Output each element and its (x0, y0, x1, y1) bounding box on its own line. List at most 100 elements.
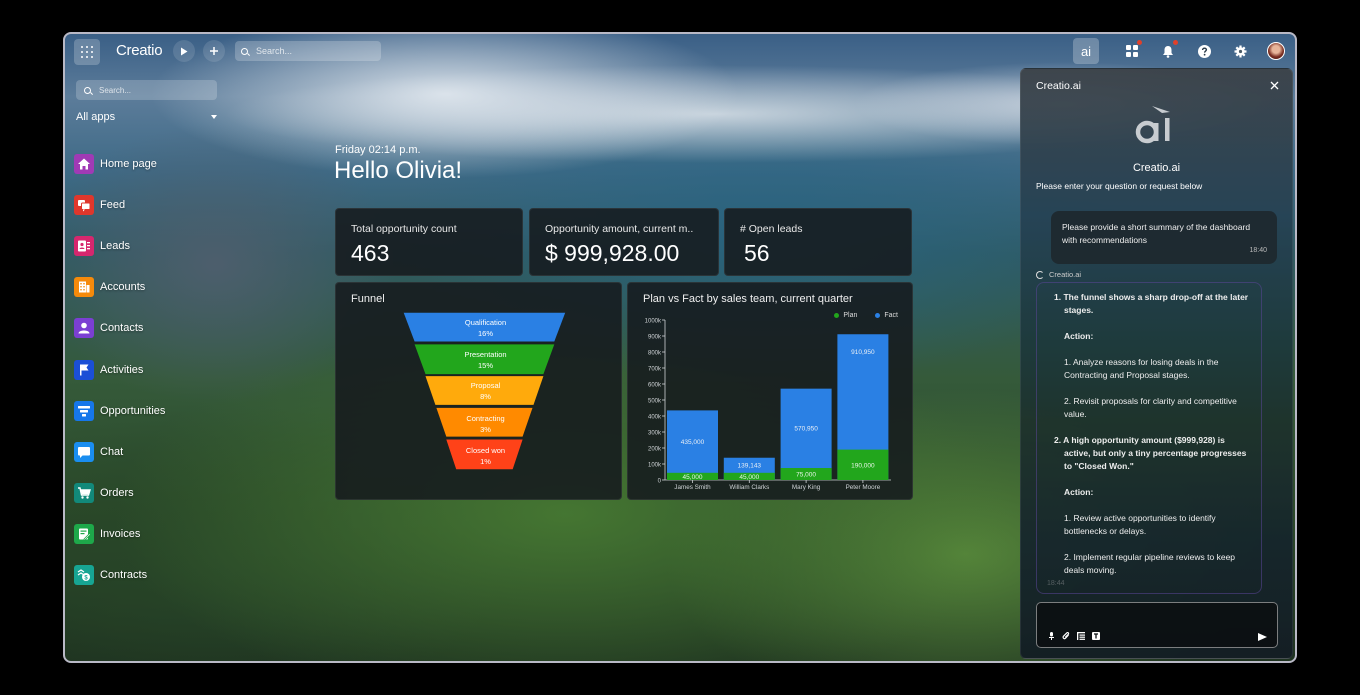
bot-point-2-title: 2. A high opportunity amount ($999,928) … (1054, 435, 1247, 471)
funnel-stage-qualification (403, 312, 566, 342)
sidebar-item-contracts[interactable]: $ Contracts (74, 555, 165, 596)
kpi-card-total-opportunity-count[interactable]: Total opportunity count 463 (335, 208, 523, 276)
app-grid-icon (1126, 45, 1138, 57)
bot-point-1-item-a: 1. Analyze reasons for losing deals in t… (1064, 357, 1219, 380)
funnel-label-proposal: Proposal 8% (470, 380, 501, 401)
orders-icon (74, 483, 94, 504)
svg-text:Peter Moore: Peter Moore (846, 484, 881, 491)
help-button[interactable] (1191, 38, 1217, 64)
sidebar-item-contacts[interactable]: Contacts (74, 308, 165, 349)
search-placeholder: Search... (256, 46, 293, 56)
svg-text:700k: 700k (648, 366, 662, 372)
funnel-label-closed-won: Closed won 1% (465, 445, 506, 466)
feed-icon (74, 194, 94, 215)
funnel-chart-card[interactable]: Funnel Qualification 16% Presentation 15% … (335, 282, 622, 500)
chat-input[interactable] (1036, 602, 1278, 648)
sidebar-item-activities[interactable]: Activities (74, 349, 165, 390)
bar-plan (723, 472, 775, 480)
svg-text:75,000: 75,000 (796, 472, 816, 479)
gear-icon (1234, 45, 1246, 57)
sidebar-item-label: Leads (100, 239, 130, 252)
app-launcher-button[interactable] (74, 39, 100, 65)
user-profile-button[interactable] (1263, 38, 1289, 64)
svg-text:James Smith: James Smith (674, 484, 711, 491)
card-title: Funnel (351, 293, 385, 305)
plan-vs-fact-chart-card[interactable]: Plan vs Fact by sales team, current quar… (627, 282, 913, 500)
svg-text:100k: 100k (648, 462, 662, 468)
svg-text:0: 0 (658, 478, 662, 484)
notifications-button[interactable] (1155, 38, 1181, 64)
user-message: Please provide a short summary of the da… (1051, 211, 1277, 264)
attach-button[interactable] (1062, 632, 1070, 640)
text-format-button[interactable] (1092, 632, 1100, 640)
kpi-card-open-leads[interactable]: # Open leads 56 (724, 208, 912, 276)
sidebar-item-label: Accounts (100, 281, 146, 294)
sidebar-item-feed[interactable]: Feed (74, 184, 165, 225)
creatio-ai-logo-icon (1135, 106, 1170, 144)
greeting-datetime: Friday 02:14 p.m. (335, 144, 421, 156)
bar-fact (780, 388, 832, 480)
plus-icon (210, 47, 218, 55)
avatar (1267, 42, 1285, 60)
sidebar-item-home-page[interactable]: Home page (74, 143, 165, 184)
app-switcher-button[interactable] (1119, 38, 1145, 64)
bot-message: 1. The funnel shows a sharp drop-off at … (1036, 282, 1262, 594)
svg-text:$: $ (84, 576, 88, 582)
all-apps-label: All apps (76, 111, 116, 123)
ai-assistant-button[interactable]: ai (1073, 38, 1099, 64)
leads-icon (74, 235, 94, 256)
ai-logo-icon: ai (1080, 43, 1092, 59)
close-button[interactable] (1270, 78, 1279, 93)
legend-item-fact[interactable]: Fact (875, 312, 898, 319)
sidebar-item-label: Activities (100, 363, 144, 376)
run-button[interactable] (173, 40, 195, 62)
invoices-icon (74, 524, 94, 545)
contacts-icon (74, 318, 94, 339)
assistant-prompt: Please enter your question or request be… (1036, 181, 1203, 191)
chevron-down-icon (211, 115, 217, 119)
greeting-title: Hello Olivia! (334, 157, 463, 184)
svg-text:139,143: 139,143 (738, 463, 762, 470)
svg-text:300k: 300k (648, 430, 662, 436)
notification-dot (1137, 40, 1142, 45)
bar-chart: 0 100k 200k 300k 400k 500k 600k 700k 800k 900k 100… (645, 318, 891, 491)
help-icon (1197, 44, 1211, 58)
sidebar-item-leads[interactable]: Leads (74, 225, 165, 266)
legend-item-plan[interactable]: Plan (834, 312, 857, 319)
list-button[interactable] (1077, 632, 1085, 640)
sidebar-item-accounts[interactable]: Accounts (74, 267, 165, 308)
sidebar-item-invoices[interactable]: Invoices (74, 514, 165, 555)
kpi-card-opportunity-amount[interactable]: Opportunity amount, current m.. $ 999,92… (529, 208, 719, 276)
svg-text:1000k: 1000k (645, 318, 662, 324)
sidebar-item-label: Opportunities (100, 404, 166, 417)
chat-input-toolbar (1047, 632, 1107, 640)
send-button[interactable] (1258, 633, 1267, 641)
sidebar-item-orders[interactable]: Orders (74, 473, 165, 514)
sidebar-search-input[interactable]: Search... (76, 80, 217, 100)
global-search-input[interactable]: Search... (235, 41, 381, 61)
all-apps-dropdown[interactable]: All apps (76, 111, 217, 123)
svg-text:900k: 900k (648, 334, 662, 340)
funnel-label-presentation: Presentation 15% (464, 349, 507, 370)
creatio-logo-icon (1036, 270, 1044, 279)
app-grid-icon (81, 46, 93, 58)
add-button[interactable] (203, 40, 225, 62)
text-format-icon (1092, 632, 1100, 640)
microphone-button[interactable] (1047, 632, 1055, 640)
activities-icon (74, 359, 94, 380)
sidebar-item-label: Contacts (100, 322, 144, 335)
sidebar-nav: Home page Feed Leads Accounts Contacts (74, 143, 165, 596)
sidebar-search-placeholder: Search... (99, 85, 132, 95)
svg-text:600k: 600k (648, 382, 662, 388)
bar-plan (780, 468, 832, 480)
sidebar-item-label: Chat (100, 445, 124, 458)
settings-button[interactable] (1227, 38, 1253, 64)
sidebar-item-opportunities[interactable]: Opportunities (74, 390, 165, 431)
message-timestamp: 18:40 (1249, 247, 1267, 254)
kpi-title: # Open leads (740, 223, 803, 235)
kpi-title: Total opportunity count (351, 223, 457, 235)
bar-plan (837, 449, 889, 480)
panel-title: Creatio.ai (1036, 80, 1081, 92)
bot-point-1-action: Action: (1064, 331, 1094, 341)
sidebar-item-chat[interactable]: Chat (74, 431, 165, 472)
